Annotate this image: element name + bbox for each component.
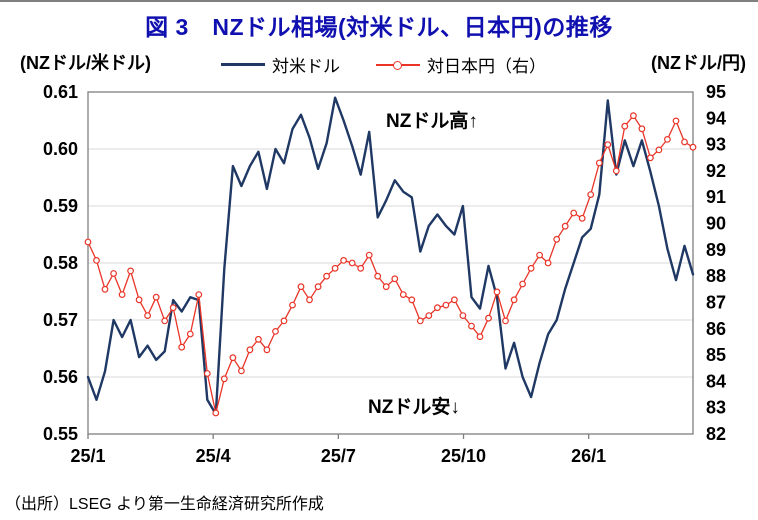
svg-text:92: 92 <box>706 161 726 181</box>
plot-border <box>87 91 694 435</box>
svg-text:25/10: 25/10 <box>441 446 486 466</box>
svg-text:89: 89 <box>706 240 726 260</box>
series-vs-usd-line <box>86 96 695 416</box>
y-axis-right-labels: 95 94 93 92 91 90 89 88 87 86 85 84 83 82 <box>706 82 726 444</box>
svg-text:86: 86 <box>706 319 726 339</box>
svg-text:26/1: 26/1 <box>571 446 606 466</box>
left-axis-unit-label: (NZドル/米ドル) <box>20 53 151 73</box>
y-axis-left-labels: 0.61 0.60 0.59 0.58 0.57 0.56 0.55 <box>43 82 78 444</box>
svg-text:0.59: 0.59 <box>43 196 78 216</box>
svg-text:90: 90 <box>706 214 726 234</box>
svg-text:0.55: 0.55 <box>43 424 78 444</box>
series-vs-jpy-markers <box>84 112 697 417</box>
navy-line-swatch-icon <box>221 63 265 66</box>
svg-text:25/4: 25/4 <box>196 446 231 466</box>
svg-text:84: 84 <box>706 371 726 391</box>
svg-text:0.56: 0.56 <box>43 367 78 387</box>
red-circle-marker-icon <box>393 60 402 70</box>
right-axis-unit-label: (NZドル/円) <box>651 53 746 73</box>
legend-item-vs-usd: 対米ドル <box>221 52 340 77</box>
svg-text:0.57: 0.57 <box>43 310 78 330</box>
svg-text:95: 95 <box>706 82 726 102</box>
legend-label-vs-jpy: 対日本円（右） <box>427 57 546 76</box>
annotation-nzd-weak: NZドル安↓ <box>368 397 460 418</box>
svg-text:0.61: 0.61 <box>43 82 78 102</box>
legend-item-vs-jpy: 対日本円（右） <box>376 52 546 77</box>
chart-title: 図 3 NZドル相場(対米ドル、日本円)の推移 <box>145 14 613 40</box>
svg-text:83: 83 <box>706 398 726 418</box>
svg-text:94: 94 <box>706 108 726 128</box>
annotation-nzd-strong: NZドル高↑ <box>386 111 478 132</box>
source-note: （出所）LSEG より第一生命経済研究所作成 <box>5 496 324 513</box>
svg-text:25/1: 25/1 <box>70 446 105 466</box>
svg-text:25/7: 25/7 <box>321 446 356 466</box>
svg-text:82: 82 <box>706 424 726 444</box>
legend-label-vs-usd: 対米ドル <box>272 57 340 76</box>
legend: 対米ドル 対日本円（右） <box>221 52 546 77</box>
svg-text:85: 85 <box>706 345 726 365</box>
svg-text:93: 93 <box>706 135 726 155</box>
svg-text:88: 88 <box>706 266 726 286</box>
x-axis-labels: 25/1 25/4 25/7 25/10 26/1 <box>70 434 606 466</box>
red-line-circle-swatch-icon <box>376 60 420 70</box>
gridlines <box>88 91 693 435</box>
svg-text:0.58: 0.58 <box>43 253 78 273</box>
svg-text:0.60: 0.60 <box>43 139 78 159</box>
svg-text:91: 91 <box>706 187 726 207</box>
svg-text:87: 87 <box>706 292 726 312</box>
